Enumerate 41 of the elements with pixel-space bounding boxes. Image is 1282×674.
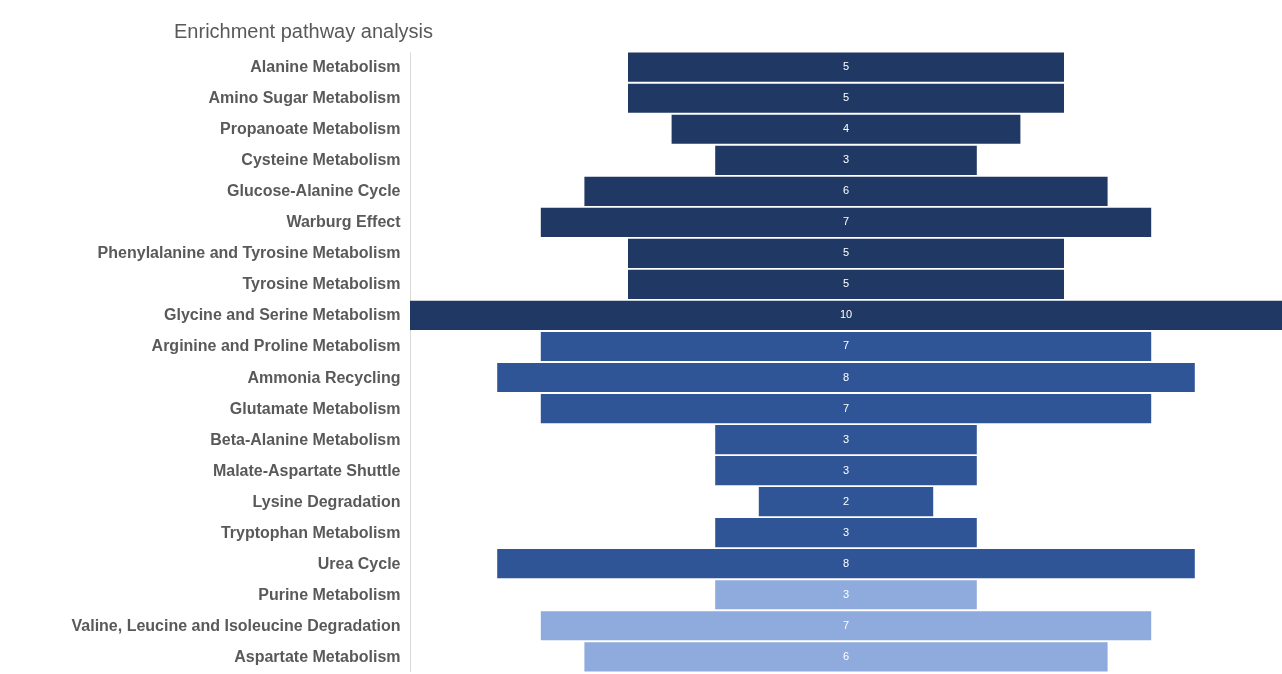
data-label: 3 [842,587,850,600]
category-label: Valine, Leucine and Isoleucine Degradation [71,616,401,634]
category-label: Beta-Alanine Metabolism [210,430,401,448]
data-label: 10 [839,308,853,321]
data-label: 5 [842,246,850,259]
data-label: 6 [842,649,850,662]
data-label: 7 [842,618,850,631]
category-label: Ammonia Recycling [247,368,401,386]
category-label: Lysine Degradation [252,492,401,510]
category-label: Tryptophan Metabolism [220,523,401,541]
category-label: Phenylalanine and Tyrosine Metabolism [97,244,401,262]
data-label: 5 [842,91,850,104]
data-label: 3 [842,432,850,445]
category-label: Glycine and Serine Metabolism [163,306,401,324]
category-label: Arginine and Proline Metabolism [151,337,401,355]
data-label: 8 [842,556,850,569]
category-label: Warburg Effect [286,213,402,231]
category-label: Tyrosine Metabolism [242,275,401,293]
data-label: 2 [842,494,850,507]
category-label: Propanoate Metabolism [220,120,401,138]
category-label: Glucose-Alanine Cycle [227,182,401,200]
data-label: 8 [842,370,850,383]
category-label: Cysteine Metabolism [241,151,401,169]
data-label: 7 [842,339,850,352]
data-label: 7 [842,401,850,414]
data-label: 6 [842,184,850,197]
data-label: 7 [842,215,850,228]
category-label: Urea Cycle [317,554,401,572]
category-label: Malate-Aspartate Shuttle [212,461,401,479]
data-label: 4 [842,122,850,135]
data-label: 3 [842,153,850,166]
category-label: Alanine Metabolism [250,58,401,76]
category-label: Purine Metabolism [258,585,401,603]
data-label: 3 [842,463,850,476]
data-label: 5 [842,60,850,73]
category-label: Glutamate Metabolism [229,399,401,417]
data-label: 5 [842,277,850,290]
category-label: Aspartate Metabolism [234,647,401,665]
category-label: Amino Sugar Metabolism [208,89,401,107]
data-label: 3 [842,525,850,538]
text: Enrichment pathway analysis [174,20,434,42]
